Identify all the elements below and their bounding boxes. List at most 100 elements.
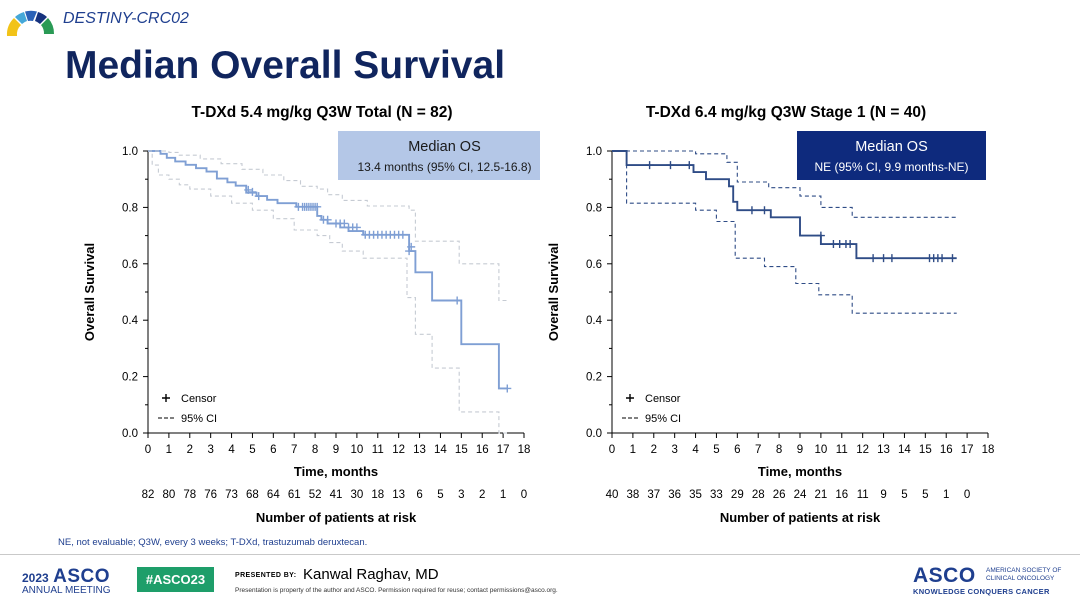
- x-tick-label: 2: [187, 444, 193, 456]
- at-risk-count: 35: [689, 489, 702, 501]
- x-tick-label: 18: [518, 444, 531, 456]
- median-os-box: [338, 131, 540, 180]
- asco-annual-meeting-logo: 2023 ASCO ANNUAL MEETING: [22, 566, 111, 596]
- society-tagline: KNOWLEDGE CONQUERS CANCER: [913, 587, 1050, 596]
- censor-mark: [760, 206, 769, 215]
- at-risk-count: 30: [350, 489, 363, 501]
- x-tick-label: 3: [207, 444, 213, 456]
- x-tick-label: 5: [713, 444, 719, 456]
- at-risk-count: 2: [479, 489, 485, 501]
- legend-ci-label: 95% CI: [645, 413, 681, 425]
- x-tick-label: 15: [919, 444, 932, 456]
- x-tick-label: 1: [166, 444, 172, 456]
- legend-censor-label: Censor: [181, 393, 217, 405]
- at-risk-count: 37: [647, 489, 660, 501]
- y-tick-label: 0.2: [122, 372, 138, 384]
- at-risk-count: 21: [814, 489, 827, 501]
- footnote: NE, not evaluable; Q3W, every 3 weeks; T…: [58, 537, 368, 548]
- at-risk-count: 16: [835, 489, 848, 501]
- at-risk-count: 0: [521, 489, 527, 501]
- at-risk-count: 1: [500, 489, 506, 501]
- x-tick-label: 14: [898, 444, 911, 456]
- x-tick-label: 12: [392, 444, 405, 456]
- x-tick-label: 6: [270, 444, 276, 456]
- asco-society-logo: ASCO AMERICAN SOCIETY OF CLINICAL ONCOLO…: [913, 564, 1061, 596]
- censor-mark: [645, 161, 654, 170]
- x-tick-label: 0: [609, 444, 615, 456]
- censor-mark: [323, 215, 332, 224]
- x-tick-label: 16: [476, 444, 489, 456]
- x-tick-label: 16: [940, 444, 953, 456]
- at-risk-label: Number of patients at risk: [256, 510, 417, 525]
- legend-censor-label: Censor: [645, 393, 681, 405]
- km-chart-right: T-DXd 6.4 mg/kg Q3W Stage 1 (N = 40)0 1 2 3…: [546, 104, 995, 525]
- median-os-value: NE (95% CI, 9.9 months-NE): [814, 160, 968, 174]
- x-tick-label: 5: [249, 444, 255, 456]
- median-os-value: 13.4 months (95% CI, 12.5-16.8): [357, 160, 531, 174]
- censor-mark: [948, 254, 957, 263]
- y-tick-label: 0.6: [122, 259, 138, 271]
- y-tick-label: 1.0: [586, 146, 602, 158]
- y-tick-label: 0.0: [122, 428, 138, 440]
- at-risk-count: 68: [246, 489, 259, 501]
- km-chart-left: T-DXd 5.4 mg/kg Q3W Total (N = 82)0 1 2 3 4 5…: [82, 104, 540, 525]
- ci-lower-curve: [612, 150, 957, 314]
- y-axis-label: Overall Survival: [82, 243, 97, 341]
- y-tick-label: 0.4: [586, 315, 603, 327]
- footer-divider: [0, 554, 1080, 555]
- presented-by-label: PRESENTED BY:: [235, 572, 297, 579]
- chart-title: T-DXd 6.4 mg/kg Q3W Stage 1 (N = 40): [646, 104, 926, 121]
- x-tick-label: 8: [776, 444, 782, 456]
- x-tick-label: 10: [350, 444, 363, 456]
- meeting-year: 2023: [22, 571, 49, 585]
- censor-mark: [254, 192, 263, 201]
- censor-mark: [398, 230, 407, 239]
- x-tick-label: 11: [372, 444, 384, 456]
- at-risk-count: 3: [458, 489, 464, 501]
- y-tick-label: 0.0: [586, 428, 602, 440]
- at-risk-count: 73: [225, 489, 238, 501]
- y-tick-label: 1.0: [122, 146, 138, 158]
- disclaimer-text: Presentation is property of the author a…: [235, 587, 558, 594]
- y-tick-label: 0.2: [586, 372, 602, 384]
- median-os-box: [797, 131, 986, 180]
- at-risk-count: 38: [626, 489, 639, 501]
- censor-mark: [879, 254, 888, 263]
- x-tick-label: 1: [630, 444, 636, 456]
- censor-mark: [816, 231, 825, 240]
- at-risk-count: 41: [330, 489, 343, 501]
- x-tick-label: 17: [961, 444, 974, 456]
- legend-censor-icon: [626, 394, 634, 402]
- at-risk-count: 5: [922, 489, 928, 501]
- at-risk-count: 24: [794, 489, 807, 501]
- ci-upper-curve: [612, 150, 957, 218]
- y-axis-label: Overall Survival: [546, 243, 561, 341]
- censor-mark: [887, 254, 896, 263]
- at-risk-count: 40: [606, 489, 619, 501]
- survival-curve: [148, 150, 508, 390]
- at-risk-count: 13: [392, 489, 405, 501]
- censor-mark: [938, 254, 947, 263]
- at-risk-count: 18: [371, 489, 384, 501]
- x-tick-label: 17: [497, 444, 510, 456]
- censor-mark: [685, 161, 694, 170]
- at-risk-count: 64: [267, 489, 280, 501]
- x-tick-label: 10: [814, 444, 827, 456]
- median-os-heading: Median OS: [408, 139, 481, 155]
- x-tick-label: 3: [671, 444, 677, 456]
- x-tick-label: 13: [413, 444, 426, 456]
- meeting-brand: ASCO: [53, 566, 111, 587]
- at-risk-count: 5: [437, 489, 443, 501]
- at-risk-count: 76: [204, 489, 217, 501]
- hashtag-badge: #ASCO23: [137, 567, 214, 592]
- y-tick-label: 0.8: [122, 202, 138, 214]
- at-risk-count: 82: [142, 489, 155, 501]
- x-axis-label: Time, months: [294, 464, 378, 479]
- legend-censor-icon: [162, 394, 170, 402]
- y-tick-label: 0.4: [122, 315, 139, 327]
- at-risk-count: 5: [901, 489, 907, 501]
- x-tick-label: 14: [434, 444, 447, 456]
- study-name: DESTINY-CRC02: [63, 10, 189, 27]
- x-tick-label: 18: [982, 444, 995, 456]
- x-tick-label: 0: [145, 444, 151, 456]
